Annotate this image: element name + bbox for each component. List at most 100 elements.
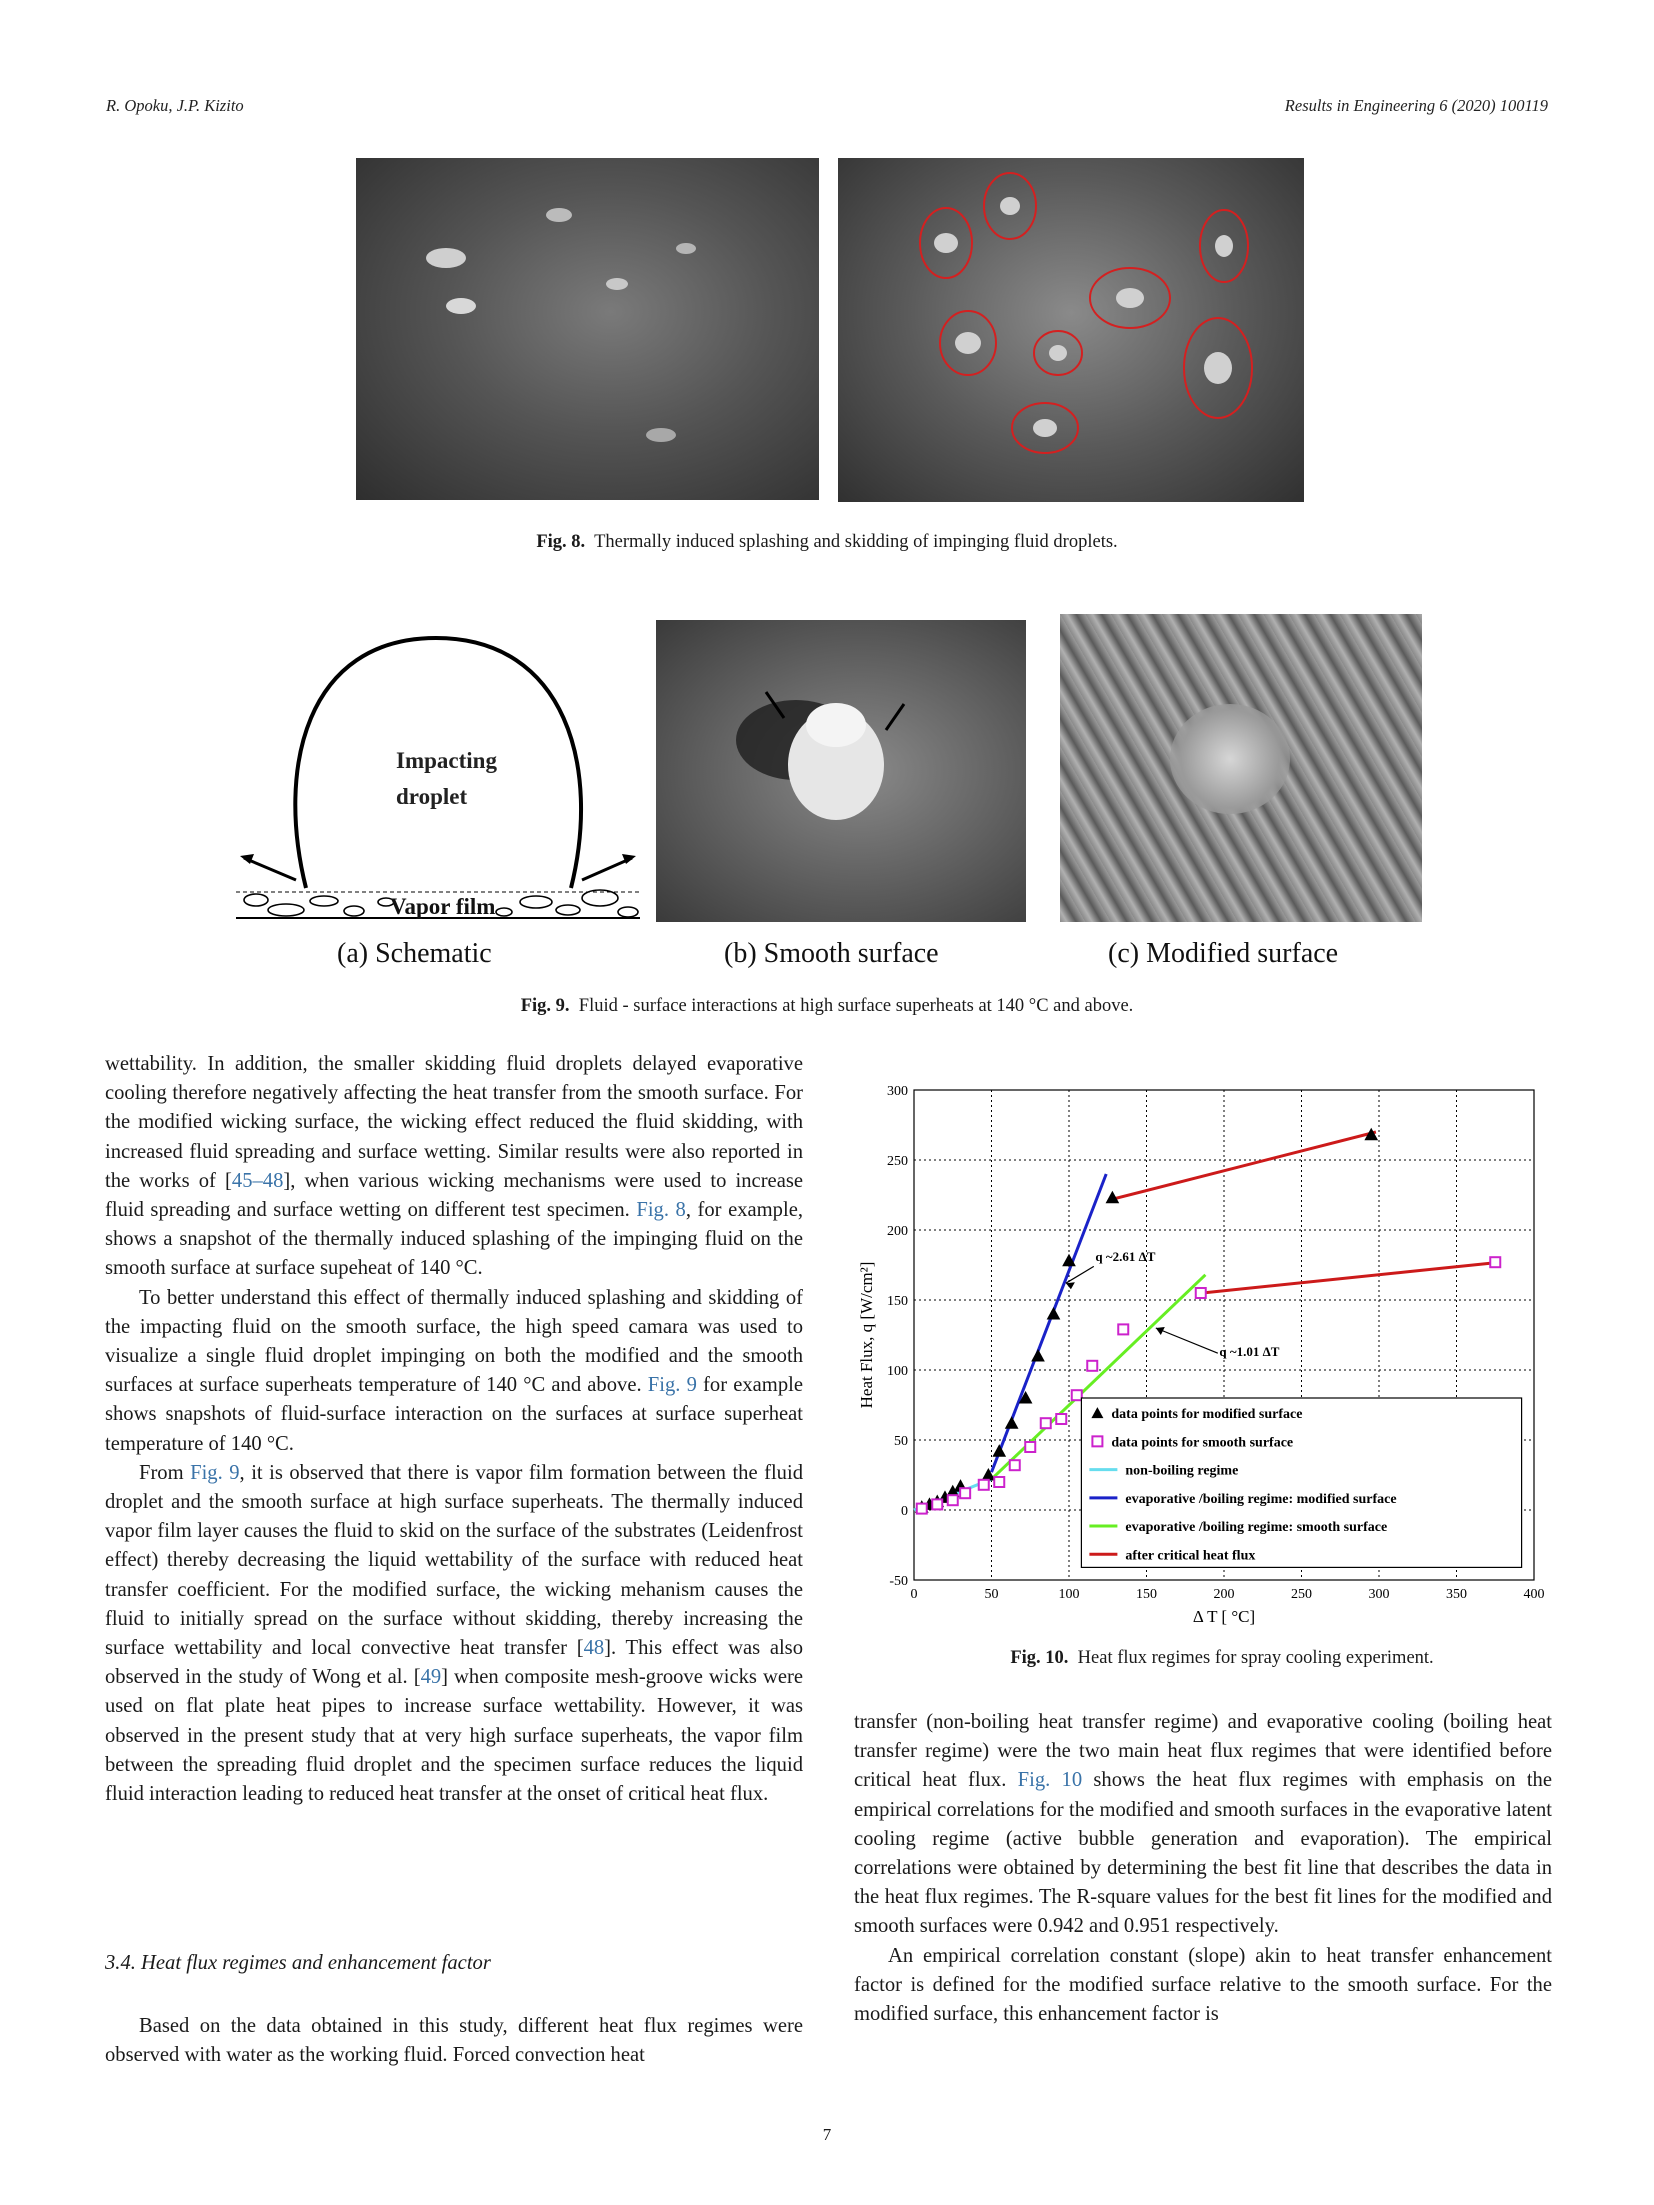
y-tick-label: 50 bbox=[894, 1434, 908, 1449]
running-header-journal: Results in Engineering 6 (2020) 100119 bbox=[1284, 96, 1548, 115]
fig9-caption: Fig. 9. Fluid - surface interactions at … bbox=[0, 996, 1654, 1017]
data-point-smooth bbox=[1055, 1413, 1068, 1425]
ref-49-link[interactable]: 49 bbox=[420, 1666, 442, 1689]
annotation-smooth-fit: q ~1.01 ΔT bbox=[1219, 1344, 1279, 1359]
left-column-bottom: Based on the data obtained in this study… bbox=[105, 2012, 803, 2070]
schematic-label-impacting: Impacting bbox=[396, 748, 497, 773]
data-point-smooth bbox=[1117, 1323, 1130, 1336]
fig10-chart: 0 50 100 150 200 250 300 350 400 -50 0 50 100 150 200 2… bbox=[848, 1076, 1550, 1636]
annotation-arrow-1 bbox=[1065, 1265, 1095, 1284]
x-tick-label: 0 bbox=[911, 1587, 918, 1602]
data-point-modified bbox=[1062, 1253, 1076, 1267]
data-point-modified bbox=[1105, 1190, 1120, 1204]
x-tick-label: 100 bbox=[1059, 1587, 1080, 1602]
legend-marker-square bbox=[1091, 1435, 1104, 1448]
y-tick-label: 150 bbox=[887, 1294, 908, 1309]
data-point-smooth bbox=[1086, 1359, 1099, 1372]
schematic-label-vapor-film: Vapor film bbox=[390, 894, 495, 919]
fig10-caption: Fig. 10. Heat flux regimes for spray coo… bbox=[952, 1648, 1492, 1669]
x-tick-label: 300 bbox=[1369, 1587, 1390, 1602]
data-point-smooth bbox=[1008, 1459, 1021, 1472]
annotation-modified-fit: q ~2.61 ΔT bbox=[1095, 1249, 1155, 1264]
data-point-modified bbox=[992, 1444, 1007, 1457]
schematic-label-droplet: droplet bbox=[396, 784, 467, 809]
y-tick-label: 250 bbox=[887, 1154, 908, 1169]
data-point-modified bbox=[1018, 1390, 1033, 1404]
x-tick-label: 200 bbox=[1214, 1587, 1235, 1602]
y-tick-label: -50 bbox=[889, 1574, 908, 1589]
legend-marker-triangle bbox=[1091, 1407, 1104, 1419]
data-point-modified bbox=[1046, 1306, 1061, 1320]
x-tick-label: 350 bbox=[1446, 1587, 1467, 1602]
fig8-caption-text: Thermally induced splashing and skidding… bbox=[594, 532, 1118, 552]
y-axis-label: Heat Flux, q [W/cm²] bbox=[857, 1262, 876, 1409]
fig9-link-2[interactable]: Fig. 9 bbox=[190, 1461, 240, 1484]
fig10-caption-text: Heat flux regimes for spray cooling expe… bbox=[1077, 1648, 1434, 1668]
right-column: transfer (non-boiling heat transfer regi… bbox=[854, 1708, 1552, 2029]
annotation-arrow-2 bbox=[1155, 1327, 1219, 1354]
series-line bbox=[1202, 1260, 1501, 1295]
fig9-smooth-surface-photo bbox=[656, 620, 1026, 922]
data-point-modified bbox=[1364, 1127, 1379, 1141]
data-point-smooth bbox=[1489, 1256, 1502, 1269]
page-number: 7 bbox=[822, 2125, 832, 2144]
left-column: wettability. In addition, the smaller sk… bbox=[105, 1050, 803, 1809]
fig8-photo-right bbox=[838, 158, 1304, 502]
x-tick-label: 50 bbox=[985, 1587, 999, 1602]
paragraph-right-2: An empirical correlation constant (slope… bbox=[854, 1944, 1552, 2026]
x-tick-label: 150 bbox=[1136, 1587, 1157, 1602]
data-point-smooth bbox=[915, 1502, 928, 1515]
data-point-smooth bbox=[977, 1478, 990, 1491]
fig10-label: Fig. 10. bbox=[1010, 1648, 1069, 1668]
series-line bbox=[1112, 1130, 1377, 1201]
annotation-arrowhead-2 bbox=[1155, 1327, 1165, 1335]
fig9-link[interactable]: Fig. 9 bbox=[647, 1374, 697, 1397]
paragraph-4: Based on the data obtained in this study… bbox=[105, 2015, 803, 2067]
y-tick-label: 100 bbox=[887, 1364, 908, 1379]
ref-48-link[interactable]: 48 bbox=[583, 1637, 605, 1660]
paragraph-3: From Fig. 9, it is observed that there i… bbox=[105, 1461, 803, 1806]
fig9-sublabel-c: (c) Modified surface bbox=[1108, 938, 1339, 969]
y-tick-label: 200 bbox=[887, 1224, 908, 1239]
fig9-schematic: Impacting droplet Vapor film bbox=[236, 618, 640, 924]
paragraph-2: To better understand this effect of ther… bbox=[105, 1286, 803, 1455]
data-point-smooth bbox=[1039, 1417, 1052, 1430]
legend-entry-label: evaporative /boiling regime: smooth surf… bbox=[1125, 1520, 1387, 1535]
x-tick-label: 400 bbox=[1524, 1587, 1545, 1602]
data-point-modified bbox=[1004, 1416, 1019, 1429]
fig8-caption: Fig. 8. Thermally induced splashing and … bbox=[0, 532, 1654, 553]
fig9-label: Fig. 9. bbox=[520, 996, 570, 1016]
legend-entry-label: after critical heat flux bbox=[1125, 1548, 1255, 1563]
y-tick-label: 0 bbox=[901, 1504, 908, 1519]
data-point-smooth bbox=[1070, 1389, 1083, 1402]
fig8-label: Fig. 8. bbox=[536, 532, 586, 552]
legend-entry-label: evaporative /boiling regime: modified su… bbox=[1125, 1492, 1396, 1507]
data-point-smooth bbox=[931, 1498, 944, 1511]
data-point-smooth bbox=[946, 1494, 959, 1507]
section-heading-3-4: 3.4. Heat flux regimes and enhancement f… bbox=[105, 1952, 491, 1974]
running-header-authors: R. Opoku, J.P. Kizito bbox=[106, 96, 244, 115]
paragraph-1: wettability. In addition, the smaller sk… bbox=[105, 1053, 803, 1280]
legend-entry-label: data points for modified surface bbox=[1111, 1407, 1302, 1422]
x-tick-label: 250 bbox=[1291, 1587, 1312, 1602]
y-tick-label: 300 bbox=[887, 1084, 908, 1099]
ref-45-48-link[interactable]: 45–48 bbox=[231, 1169, 284, 1192]
heat-flux-chart: 0 50 100 150 200 250 300 350 400-500501001502002… bbox=[857, 1084, 1545, 1626]
data-point-smooth bbox=[1194, 1287, 1207, 1299]
fig8-link[interactable]: Fig. 8 bbox=[636, 1199, 686, 1222]
annotation-arrowhead-1 bbox=[1065, 1282, 1075, 1290]
fig9-modified-surface-photo bbox=[1060, 614, 1422, 922]
fig9-sublabel-b: (b) Smooth surface bbox=[724, 938, 939, 969]
legend-entry-label: data points for smooth surface bbox=[1111, 1435, 1293, 1450]
fig9-sublabel-a: (a) Schematic bbox=[337, 938, 492, 969]
data-point-smooth bbox=[959, 1487, 972, 1500]
fig9-caption-text: Fluid - surface interactions at high sur… bbox=[578, 996, 1134, 1016]
data-point-modified bbox=[1031, 1348, 1045, 1362]
fig10-link[interactable]: Fig. 10 bbox=[1017, 1769, 1083, 1792]
legend-box bbox=[1080, 1397, 1523, 1568]
data-point-smooth bbox=[993, 1476, 1006, 1488]
x-axis-label: Δ T [ °C] bbox=[1193, 1607, 1255, 1626]
legend-entry-label: non-boiling regime bbox=[1125, 1464, 1238, 1479]
paragraph-right-1: transfer (non-boiling heat transfer regi… bbox=[854, 1711, 1552, 1938]
fig8-photo-left bbox=[356, 158, 819, 500]
